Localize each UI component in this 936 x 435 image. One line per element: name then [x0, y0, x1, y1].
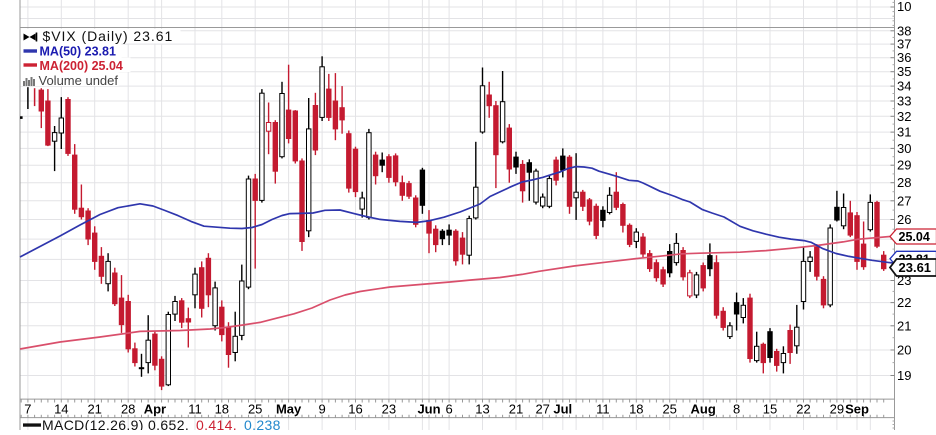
svg-text:23.61: 23.61 — [899, 260, 932, 275]
svg-text:18: 18 — [629, 402, 643, 417]
svg-text:Apr: Apr — [144, 402, 166, 417]
svg-text:16: 16 — [348, 402, 362, 417]
svg-text:6: 6 — [445, 402, 452, 417]
svg-text:25: 25 — [248, 402, 262, 417]
svg-text:Sep: Sep — [845, 402, 869, 417]
svg-text:Jul: Jul — [553, 402, 572, 417]
svg-text:25: 25 — [662, 402, 676, 417]
svg-text:18: 18 — [215, 402, 229, 417]
svg-text:Aug: Aug — [691, 402, 716, 417]
svg-text:$VIX (Daily) 23.61: $VIX (Daily) 23.61 — [43, 28, 174, 44]
svg-text:25.04: 25.04 — [899, 230, 930, 244]
svg-text:23: 23 — [382, 402, 396, 417]
svg-text:8: 8 — [733, 402, 740, 417]
svg-text:31: 31 — [897, 125, 911, 140]
svg-text:Volume undef: Volume undef — [39, 73, 119, 88]
svg-text:9: 9 — [318, 402, 325, 417]
svg-text:30: 30 — [897, 141, 911, 156]
svg-text:37: 37 — [897, 37, 911, 52]
svg-text:29: 29 — [830, 402, 844, 417]
svg-text:14: 14 — [54, 402, 68, 417]
svg-text:38: 38 — [897, 23, 911, 38]
svg-text:MA(200) 25.04: MA(200) 25.04 — [40, 59, 123, 73]
svg-text:19: 19 — [897, 368, 911, 383]
svg-text:13: 13 — [475, 402, 489, 417]
svg-text:Jun: Jun — [417, 402, 440, 417]
svg-text:26: 26 — [897, 212, 911, 227]
svg-text:22: 22 — [897, 295, 911, 310]
svg-text:32: 32 — [897, 109, 911, 124]
svg-text:28: 28 — [897, 175, 911, 190]
svg-text:27: 27 — [897, 193, 911, 208]
svg-text:35: 35 — [897, 64, 911, 79]
svg-text:28: 28 — [121, 402, 135, 417]
svg-text:36: 36 — [897, 50, 911, 65]
svg-text:11: 11 — [188, 402, 202, 417]
svg-text:29: 29 — [897, 158, 911, 173]
svg-text:7: 7 — [24, 402, 31, 417]
svg-text:11: 11 — [596, 402, 610, 417]
svg-text:22: 22 — [796, 402, 810, 417]
svg-text:15: 15 — [763, 402, 777, 417]
svg-text:10: 10 — [897, 0, 911, 14]
svg-text:27: 27 — [535, 402, 549, 417]
svg-text:21: 21 — [509, 402, 523, 417]
svg-text:May: May — [276, 402, 302, 417]
svg-text:20: 20 — [897, 343, 911, 358]
svg-text:21: 21 — [87, 402, 101, 417]
svg-text:33: 33 — [897, 94, 911, 109]
svg-text:34: 34 — [897, 79, 911, 94]
svg-text:0.414,: 0.414, — [196, 417, 237, 430]
svg-text:MACD(12,26,9) 0.652,: MACD(12,26,9) 0.652, — [42, 417, 189, 430]
svg-text:MA(50) 23.81: MA(50) 23.81 — [40, 45, 116, 59]
svg-text:21: 21 — [897, 318, 911, 333]
svg-text:0.238: 0.238 — [244, 417, 281, 430]
